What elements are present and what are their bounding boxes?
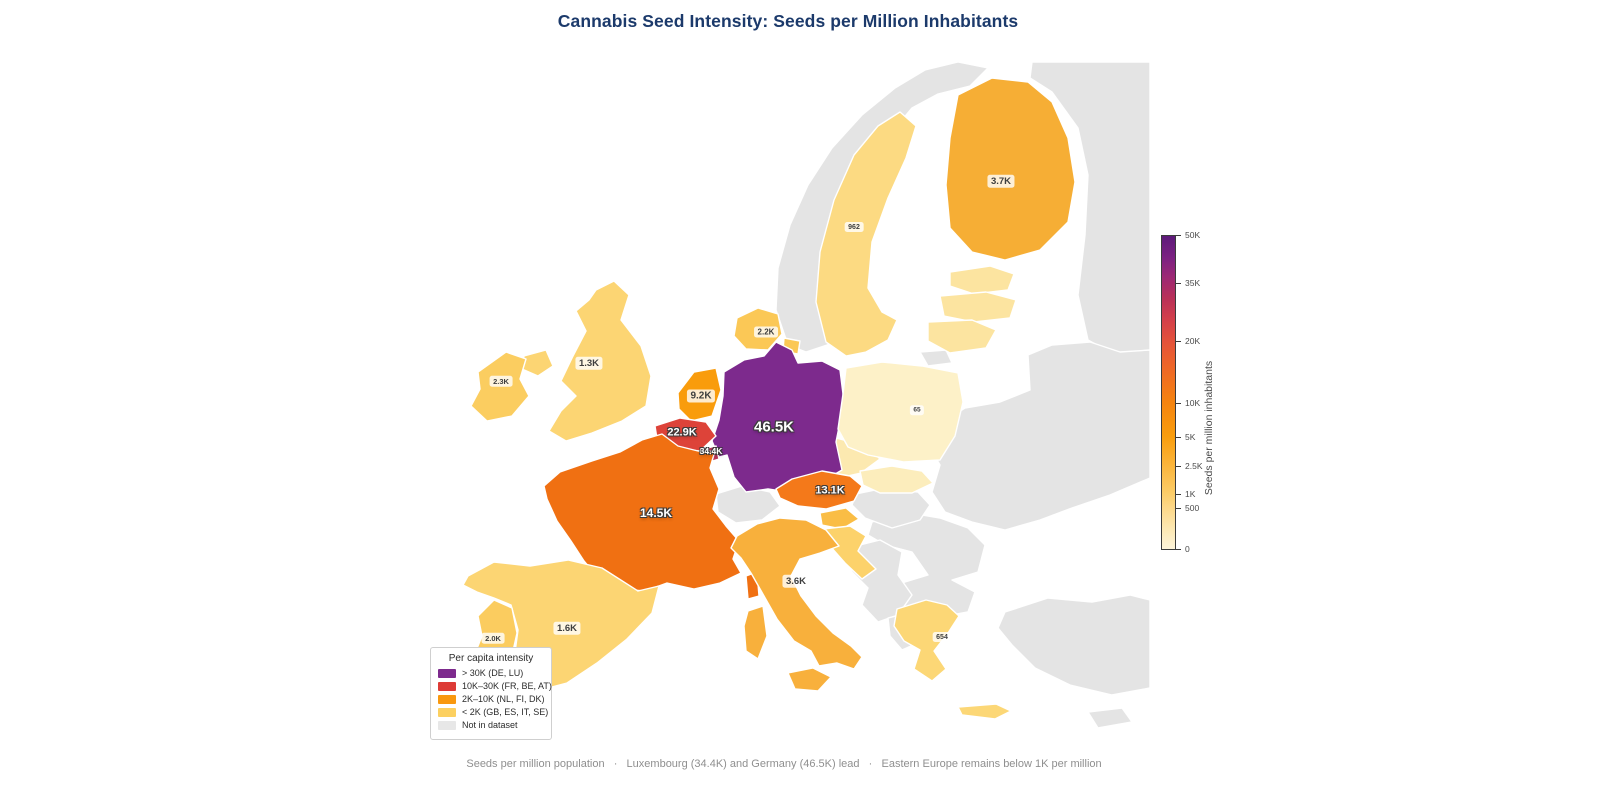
region-greece[interactable] [893,599,960,682]
value-label-belgium: 22.9K [667,426,697,439]
colorbar-tick-label: 50K [1185,230,1201,240]
region-northern-ireland[interactable] [521,349,554,377]
region-kaliningrad[interactable] [919,349,953,367]
region-poland[interactable] [837,361,964,463]
region-finland[interactable] [945,77,1076,261]
legend-swatch-gray [438,720,456,730]
value-label-sweden: 962 [844,222,864,232]
value-label-italy: 3.6K [782,574,810,588]
legend-swatch-red [438,681,456,691]
region-austria[interactable] [775,470,863,510]
legend-item: < 2K (GB, ES, IT, SE) [438,707,548,717]
legend-label: 2K–10K (NL, FI, DK) [462,694,545,704]
region-estonia[interactable] [949,265,1015,295]
value-label-portugal: 2.0K [481,632,505,644]
value-label-spain: 1.6K [553,621,581,635]
colorbar-tick-label: 1K [1185,489,1196,499]
region-latvia[interactable] [939,291,1017,323]
legend-swatch-orange [438,694,456,704]
region-slovakia[interactable] [859,465,934,494]
region-italy[interactable] [730,517,863,670]
colorbar-tick-label: 35K [1185,278,1201,288]
value-label-finland: 3.7K [987,174,1015,188]
region-russia-north[interactable] [1029,61,1151,356]
legend: Per capita intensity > 30K (DE, LU) 10K–… [430,647,552,740]
value-label-denmark: 2.2K [754,326,778,338]
region-belarus-ukraine[interactable] [927,341,1151,531]
legend-label: > 30K (DE, LU) [462,668,524,678]
region-germany[interactable] [711,341,845,494]
legend-item: 2K–10K (NL, FI, DK) [438,694,545,704]
legend-title: Per capita intensity [448,653,534,664]
colorbar-tick-label: 2.5K [1185,461,1203,471]
colorbar [1161,235,1176,550]
region-turkey-south[interactable] [1087,707,1133,729]
region-sweden[interactable] [815,111,917,357]
value-label-germany: 46.5K [753,418,795,436]
colorbar-tick-label: 5K [1185,432,1196,442]
legend-label: 10K–30K (FR, BE, AT) [462,681,552,691]
legend-swatch-yellow [438,707,456,717]
value-label-greece: 654 [932,632,952,642]
legend-item: 10K–30K (FR, BE, AT) [438,681,552,691]
value-label-france: 14.5K [639,506,673,520]
region-sicily[interactable] [787,667,832,692]
colorbar-tick-label: 10K [1185,398,1201,408]
region-turkey[interactable] [997,594,1151,696]
page-title: Cannabis Seed Intensity: Seeds per Milli… [557,11,1019,31]
value-label-austria: 13.1K [815,484,845,497]
region-croatia[interactable] [822,525,877,580]
legend-item: Not in dataset [438,720,544,730]
value-label-poland: 65 [909,405,925,415]
legend-item: > 30K (DE, LU) [438,668,544,678]
region-slovenia[interactable] [819,507,860,530]
colorbar-tick-label: 0 [1185,544,1190,554]
legend-swatch-purple [438,668,456,678]
value-label-ireland: 2.3K [489,375,513,387]
colorbar-tick-label: 20K [1185,336,1201,346]
value-label-united-kingdom: 1.3K [575,356,603,370]
region-ireland[interactable] [470,351,530,422]
colorbar-tick-label: 500 [1185,503,1200,513]
value-label-netherlands: 9.2K [686,389,716,403]
legend-label: < 2K (GB, ES, IT, SE) [462,707,549,717]
region-sardinia[interactable] [743,605,768,660]
region-france[interactable] [543,433,742,592]
legend-label: Not in dataset [462,720,518,730]
region-crete[interactable] [957,703,1012,720]
region-lithuania[interactable] [927,319,997,354]
caption: Seeds per million population · Luxembour… [466,758,1102,770]
colorbar-axis-label: Seeds per million inhabitants [1203,360,1215,496]
value-label-luxembourg: 34.4K [699,445,723,456]
